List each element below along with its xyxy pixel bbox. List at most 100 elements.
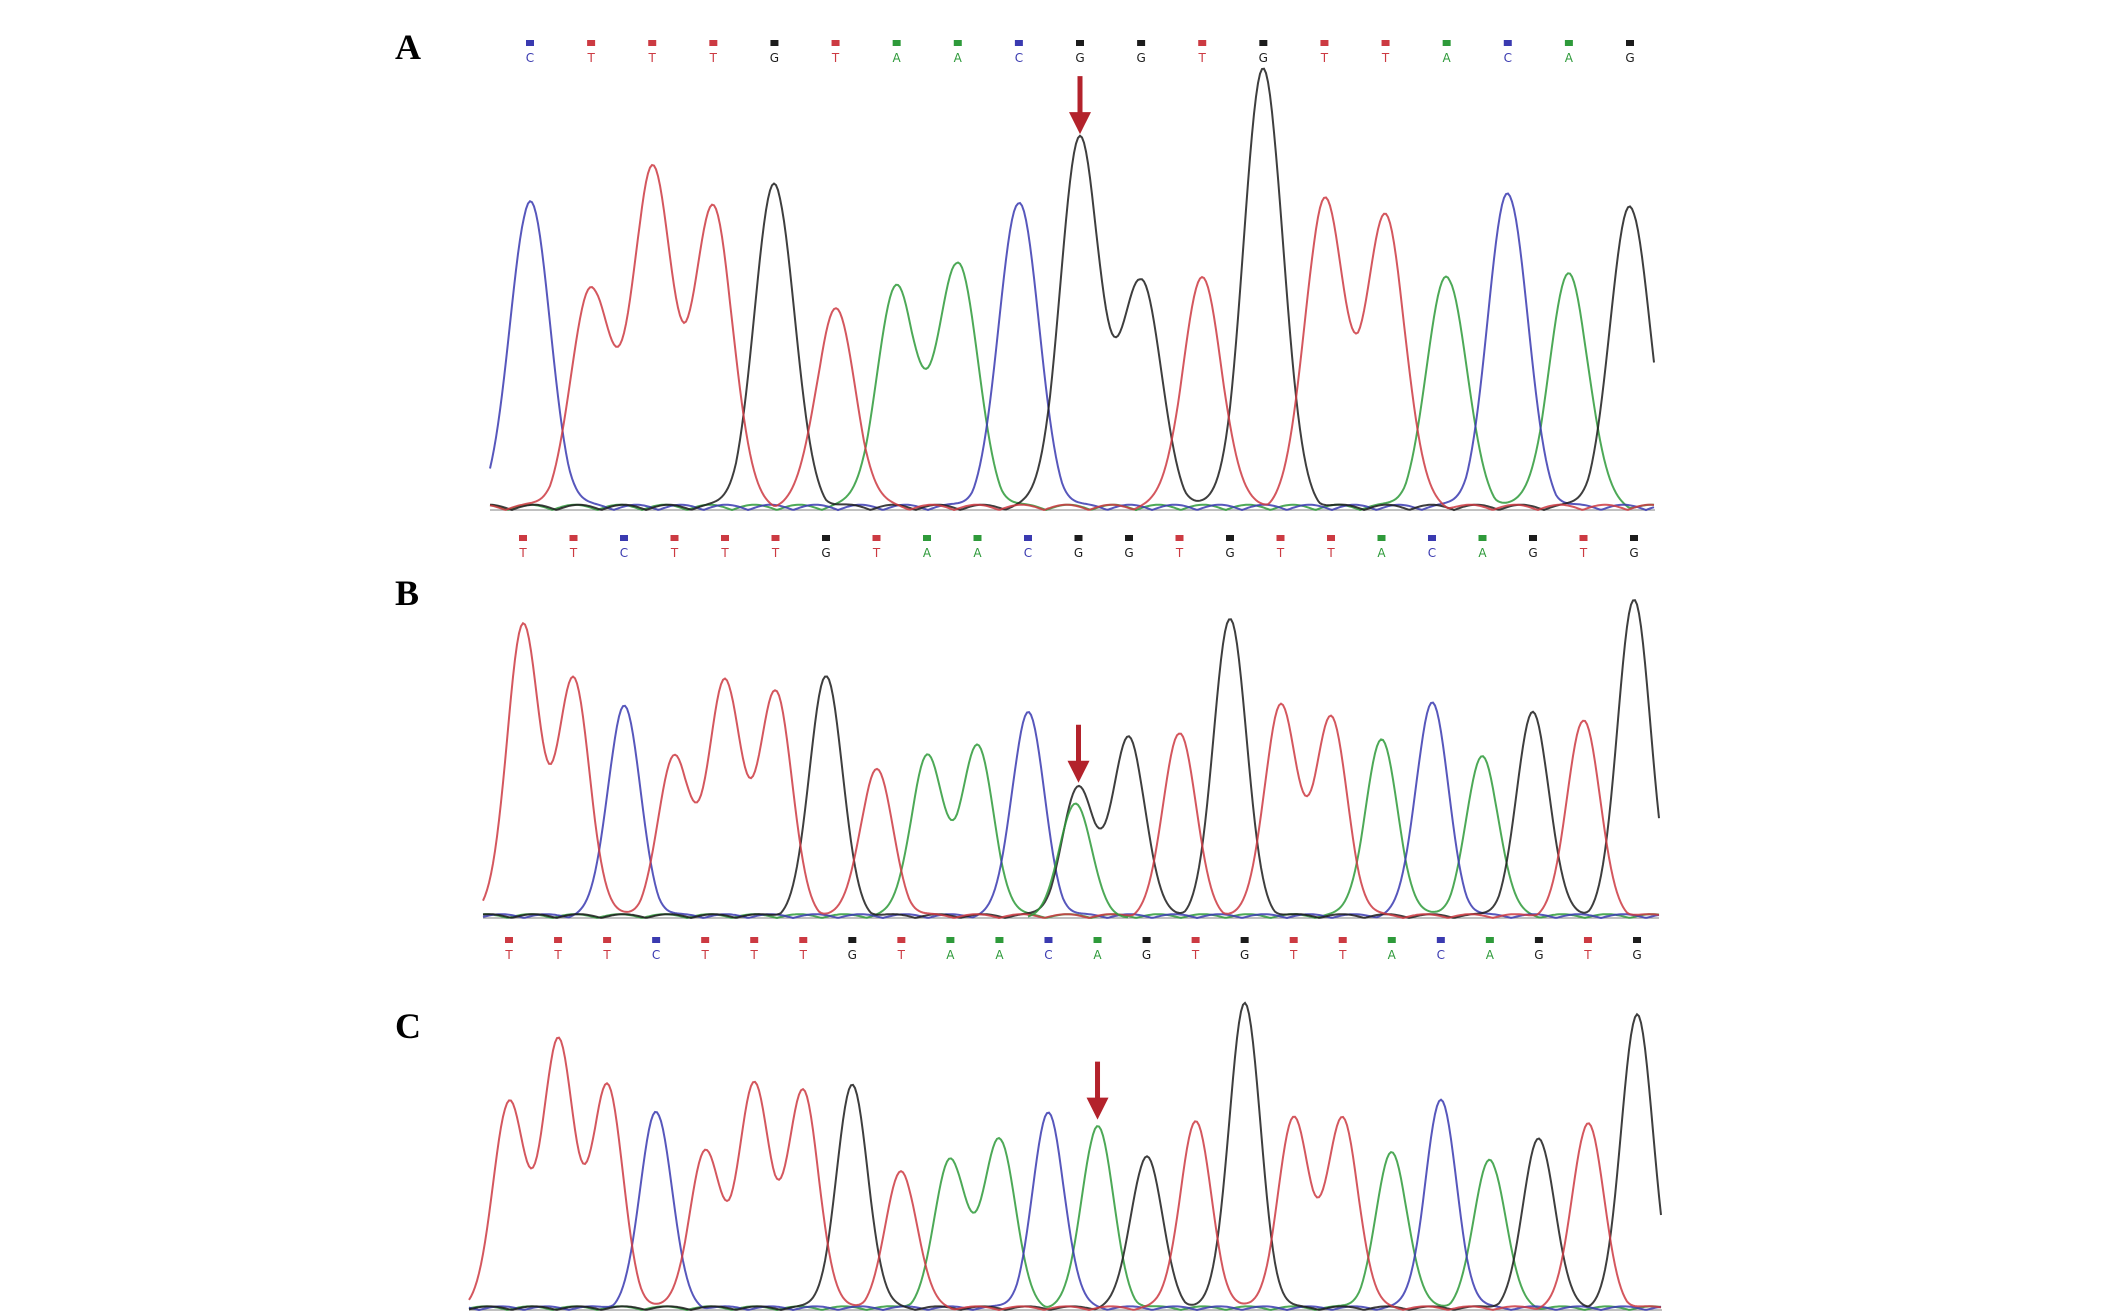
base-marker xyxy=(709,40,718,46)
base-call-letter: T xyxy=(586,51,595,65)
base-call-letter: G xyxy=(1074,546,1083,560)
base-call-letter: T xyxy=(602,948,611,962)
base-marker xyxy=(1633,937,1641,943)
base-marker xyxy=(505,937,513,943)
base-call-letter: A xyxy=(973,546,982,560)
base-marker xyxy=(569,535,578,541)
base-call-letter: C xyxy=(1437,948,1445,962)
base-call-letter: G xyxy=(1629,546,1638,560)
base-marker xyxy=(1076,40,1084,46)
base-call-letter: G xyxy=(821,546,830,560)
base-call-letter: G xyxy=(1136,51,1145,65)
base-marker xyxy=(1240,937,1249,943)
base-call-letter: G xyxy=(1124,546,1133,560)
base-call-letter: T xyxy=(1381,51,1390,65)
base-call-letter: T xyxy=(771,546,780,560)
base-marker xyxy=(1289,937,1298,943)
base-marker xyxy=(953,40,962,46)
base-marker xyxy=(1142,937,1151,943)
base-call-letter: A xyxy=(1565,51,1574,65)
base-marker xyxy=(1428,535,1436,541)
base-call-letter: A xyxy=(995,948,1004,962)
base-call-letter: C xyxy=(1044,948,1052,962)
base-marker xyxy=(1630,535,1638,541)
base-call-letter: G xyxy=(770,51,779,65)
base-marker xyxy=(1137,40,1146,46)
trace-t xyxy=(482,621,1660,920)
base-call-letter: T xyxy=(504,948,513,962)
base-marker xyxy=(670,535,679,541)
base-marker xyxy=(587,40,596,46)
base-marker xyxy=(995,937,1004,943)
base-marker xyxy=(822,535,830,541)
base-marker xyxy=(1175,535,1184,541)
trace-t xyxy=(489,163,1655,512)
base-marker xyxy=(1485,937,1494,943)
base-call-letter: T xyxy=(897,948,906,962)
base-marker xyxy=(1387,937,1396,943)
base-call-letter: T xyxy=(1320,51,1329,65)
base-marker xyxy=(1044,937,1053,943)
base-call-letter: T xyxy=(831,51,840,65)
base-marker xyxy=(603,937,612,943)
base-call-letter: C xyxy=(1015,51,1023,65)
base-call-letter: A xyxy=(954,51,963,65)
base-marker xyxy=(721,535,729,541)
base-call-letter: T xyxy=(709,51,718,65)
trace-t xyxy=(468,1036,1662,1312)
base-call-letter: A xyxy=(1388,948,1397,962)
base-marker xyxy=(973,535,982,541)
base-marker xyxy=(1534,937,1543,943)
trace-g xyxy=(468,1001,1662,1312)
base-call-letter: A xyxy=(893,51,902,65)
base-call-letter: T xyxy=(872,546,881,560)
base-marker xyxy=(1320,40,1329,46)
base-marker xyxy=(620,535,628,541)
arrow-icon xyxy=(1069,112,1091,135)
base-call-letter: T xyxy=(1289,948,1298,962)
base-call-letter: T xyxy=(701,948,710,962)
base-call-letter: C xyxy=(620,546,628,560)
base-call-letter: T xyxy=(1326,546,1335,560)
base-marker xyxy=(701,937,710,943)
base-marker xyxy=(648,40,657,46)
base-marker xyxy=(1191,937,1200,943)
base-marker xyxy=(923,535,931,541)
base-call-letter: T xyxy=(750,948,759,962)
base-call-letter: T xyxy=(1276,546,1285,560)
base-marker xyxy=(554,937,563,943)
trace-a-secondary xyxy=(1027,802,1129,919)
base-marker xyxy=(1478,535,1487,541)
base-marker xyxy=(1564,40,1573,46)
base-marker xyxy=(526,40,534,46)
base-call-letter: T xyxy=(720,546,729,560)
panel-label-c: C xyxy=(395,1006,421,1046)
base-call-letter: G xyxy=(1240,948,1249,962)
base-marker xyxy=(1093,937,1102,943)
base-call-letter: G xyxy=(848,948,857,962)
base-marker xyxy=(770,40,779,46)
base-call-letter: A xyxy=(1443,51,1452,65)
base-marker xyxy=(1276,535,1285,541)
base-call-letter: T xyxy=(1191,948,1200,962)
base-marker xyxy=(1226,535,1234,541)
base-marker xyxy=(831,40,840,46)
trace-c xyxy=(468,1098,1662,1312)
base-call-letter: T xyxy=(1338,948,1347,962)
trace-g xyxy=(490,67,1655,512)
panel-label-b: B xyxy=(395,573,420,613)
base-marker xyxy=(771,535,780,541)
base-call-letter: T xyxy=(569,546,578,560)
base-marker xyxy=(1579,535,1588,541)
base-marker xyxy=(848,937,857,943)
base-marker xyxy=(1024,535,1032,541)
base-marker xyxy=(799,937,808,943)
base-marker xyxy=(1442,40,1451,46)
base-call-letter: C xyxy=(1504,51,1512,65)
arrow-icon xyxy=(1067,760,1090,783)
base-marker xyxy=(1074,535,1083,541)
base-call-letter: T xyxy=(518,546,527,560)
